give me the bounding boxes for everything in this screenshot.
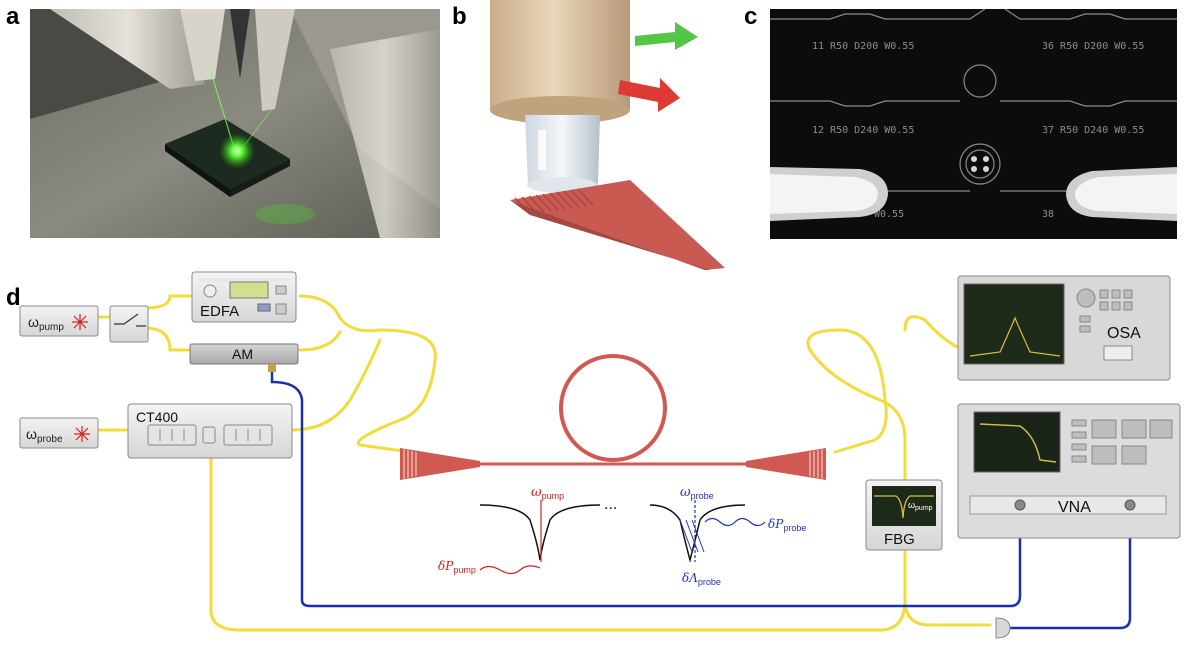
delta-lambda-probe-sub: probe	[698, 577, 721, 587]
pump-modulation-wave	[479, 565, 541, 575]
amplitude-modulator: AM	[189, 343, 299, 372]
laser-star-icon	[74, 426, 90, 442]
panel-label-b: b	[452, 3, 467, 30]
am-label: AM	[232, 346, 253, 362]
edfa-label: EDFA	[200, 303, 239, 320]
micrograph-label-w055: W0.55	[874, 209, 904, 220]
omega-probe-label: ω	[680, 485, 691, 500]
pump-laser-sub: pump	[39, 322, 64, 333]
render-grating-coupler	[470, 0, 740, 272]
osa-label: OSA	[1107, 325, 1141, 342]
svg-text:ωpump: ωpump	[531, 485, 564, 501]
ct400-instrument: CT400	[127, 403, 293, 459]
delta-p-pump-label: δP	[438, 559, 454, 573]
rf-cables	[270, 364, 1132, 630]
svg-text:δΛprobe: δΛprobe	[682, 571, 721, 587]
delta-lambda-probe-label: δΛ	[682, 571, 698, 585]
probe-laser: ωprobe	[19, 417, 99, 449]
micrograph-label-38: 38	[1042, 209, 1054, 220]
delta-p-probe-sub: probe	[783, 523, 806, 533]
pump-resonance-dip	[479, 504, 601, 561]
panel-label-c: c	[744, 3, 758, 30]
ct400-label: CT400	[136, 409, 178, 425]
micrograph-label-11: 11 R50 D200 W0.55	[812, 41, 914, 52]
probe-modulation-wave	[704, 517, 766, 527]
micrograph-label-36: 36 R50 D200 W0.55	[1042, 41, 1144, 52]
svg-text:ωprobe: ωprobe	[26, 426, 63, 445]
probe-hatch	[679, 519, 705, 553]
pump-laser-omega: ω	[28, 314, 39, 330]
probe-resonance-dip	[649, 504, 746, 563]
vna-instrument: VNA	[957, 403, 1181, 539]
ring-resonator-chip	[400, 354, 826, 480]
panel-label-a: a	[6, 3, 20, 30]
svg-text:ωpump: ωpump	[908, 500, 933, 512]
probe-laser-omega: ω	[26, 426, 37, 442]
svg-text:ωpump: ωpump	[28, 314, 64, 333]
fbg-filter: ωpump FBG	[865, 479, 943, 551]
omega-pump-sub: pump	[542, 491, 565, 501]
delta-p-pump-sub: pump	[453, 565, 476, 575]
probe-laser-sub: probe	[37, 434, 63, 445]
grating-coupler-right	[746, 448, 826, 480]
vna-label: VNA	[1058, 499, 1091, 516]
fbg-label: FBG	[884, 531, 915, 548]
edfa-amplifier: EDFA	[191, 271, 297, 323]
osa-instrument: OSA	[957, 275, 1171, 381]
resonance-spectra: ωpump ωprobe δPpump δPprobe δΛprobe ...	[438, 485, 806, 587]
omega-probe-sub: probe	[691, 491, 714, 501]
photodiode	[995, 617, 1011, 639]
omega-pump-label: ω	[531, 485, 542, 500]
pump-laser: ωpump	[19, 305, 99, 337]
micrograph-label-37: 37 R50 D240 W0.55	[1042, 125, 1144, 136]
delta-p-probe-label: δP	[768, 517, 784, 531]
svg-text:δPpump: δPpump	[438, 559, 476, 575]
optical-fibers	[93, 294, 1102, 632]
optical-switch	[109, 305, 149, 343]
spectrum-ellipsis: ...	[604, 496, 617, 513]
panel-label-d: d	[6, 284, 21, 311]
photo-fiber-probes	[30, 9, 440, 238]
svg-text:δPprobe: δPprobe	[768, 517, 806, 533]
laser-star-icon	[72, 314, 88, 330]
ring-resonator	[559, 354, 667, 462]
micrograph-label-12: 12 R50 D240 W0.55	[812, 125, 914, 136]
fbg-trace-sub: pump	[915, 505, 933, 512]
grating-coupler-left	[400, 448, 480, 480]
svg-text:ωprobe: ωprobe	[680, 485, 714, 501]
micrograph-ring-resonators: 11 R50 D200 W0.55 36 R50 D200 W0.55 12 R…	[770, 9, 1177, 239]
fbg-trace-omega: ω	[908, 500, 915, 510]
